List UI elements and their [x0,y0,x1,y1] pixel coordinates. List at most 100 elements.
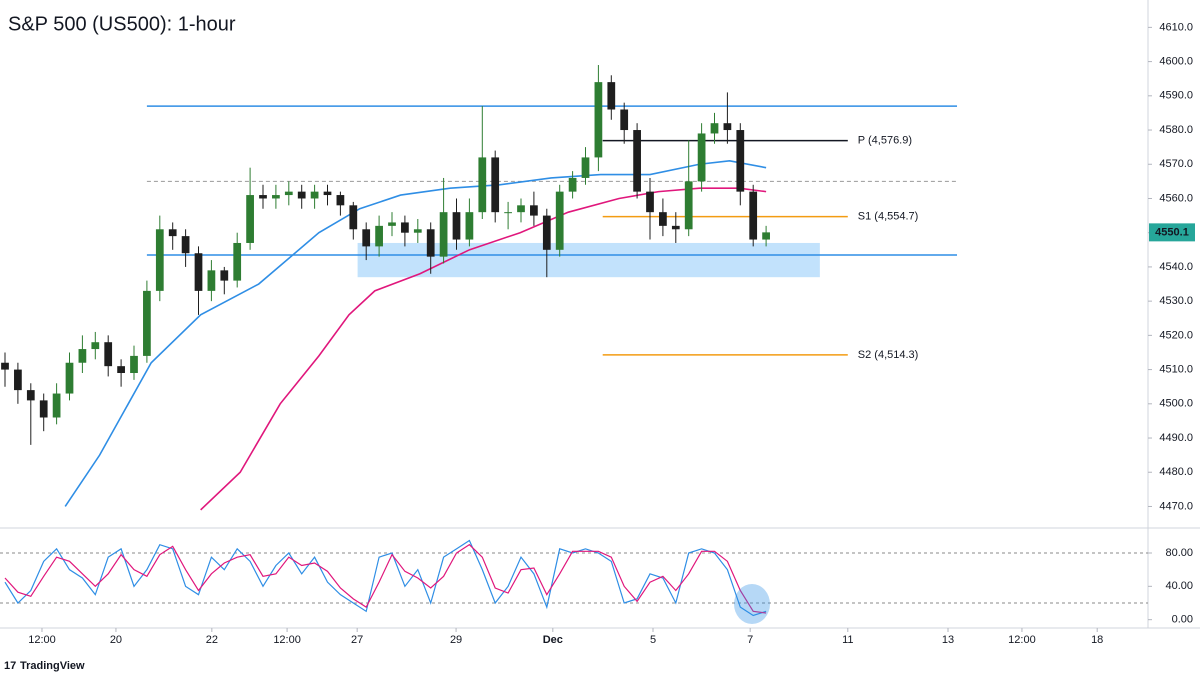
candle-body [723,123,732,131]
candle-body [413,229,422,233]
x-tick-label: 29 [450,634,462,646]
candle-body [78,349,87,363]
candle-body [646,191,654,213]
y-tick-label: 4540.0 [1159,261,1193,273]
x-tick-label: 12:00 [28,634,56,646]
candle-body [65,362,74,394]
candle-body [388,222,396,226]
candle-body [401,222,409,233]
candle-body [504,212,512,214]
candle-body [620,109,629,131]
candle-body [581,157,590,178]
candle-body [259,195,267,199]
candle-body [91,342,100,350]
y-tick-label: 4520.0 [1159,329,1193,341]
y-tick-label: 4580.0 [1159,124,1193,136]
candle-body [659,212,667,226]
candle-body [684,181,693,230]
candle-body [362,229,371,247]
x-tick-label: 12:00 [273,634,301,646]
candle-body [491,157,500,213]
candle-body [117,366,125,374]
candle-body [1,362,9,370]
y-tick-label: 4610.0 [1159,21,1193,33]
candle-body [762,232,770,240]
candle-body [555,191,564,250]
candle-body [26,390,35,401]
y-tick-label: 4480.0 [1159,466,1193,478]
candle-body [736,130,745,192]
level-label: S1 (4,554.7) [858,211,919,223]
highlight-circle [734,584,770,624]
candle-body [52,393,61,418]
candle-body [375,225,383,247]
candle-body [542,215,551,250]
chart-title: S&P 500 (US500): 1-hour [8,13,236,35]
level-label: P (4,576.9) [858,135,912,147]
candle-body [272,195,280,199]
y-tick-label: 4510.0 [1159,363,1193,375]
x-tick-label: 20 [110,634,122,646]
x-tick-label: 12:00 [1008,634,1036,646]
y-tick-label: 4470.0 [1159,500,1193,512]
candle-body [143,290,151,356]
y-tick-label: 0.00 [1172,614,1193,626]
price-pane: P (4,576.9) S1 (4,554.7) S2 (4,514.3) [1,65,958,511]
x-tick-label: 22 [206,634,218,646]
y-tick-label: 4600.0 [1159,56,1193,68]
footer-brand: TradingView [20,660,85,672]
candle-body [323,191,332,196]
candle-body [181,236,190,254]
candle-body [284,191,293,196]
candle-body [336,195,345,206]
moving-average [64,160,767,507]
oscillator-line [4,543,767,614]
x-tick-label: 7 [747,634,753,646]
candle-body [194,253,203,291]
candle-body [349,205,358,230]
x-tick-label: 5 [650,634,656,646]
candle-body [310,191,319,199]
y-tick-label: 4490.0 [1159,432,1193,444]
candle-body [39,400,48,418]
candle-body [710,123,719,134]
candle-body [207,270,216,291]
y-tick-label: 80.00 [1165,547,1193,559]
axes: 4470.0 4480.0 4490.0 4500.0 4510.0 4520.0 4530… [28,21,1195,646]
y-tick-label: 4590.0 [1159,90,1193,102]
x-tick-label: 18 [1091,634,1103,646]
support-zone [357,242,820,278]
y-tick-label: 4570.0 [1159,158,1193,170]
y-tick-label: 4500.0 [1159,398,1193,410]
candle-body [155,229,164,291]
candle-body [233,242,242,281]
candle-body [530,205,538,216]
candle-body [104,342,113,367]
x-tick-label: 13 [942,634,954,646]
candle-body [594,82,603,158]
candle-body [465,212,474,240]
candle-body [478,157,487,213]
candle-body [697,133,706,182]
candle-body [426,229,435,257]
candle-body [220,270,229,281]
oscillator-line [4,539,767,617]
candle-body [671,225,680,230]
candle-body [749,191,758,240]
level-label: S2 (4,514.3) [858,349,919,361]
x-tick-label: 11 [842,634,853,646]
candle-body [130,355,138,374]
candle-body [452,212,461,240]
candle-body [633,130,641,192]
y-tick-label: 4560.0 [1159,192,1193,204]
candle-body [439,212,448,257]
candle-body [297,191,306,199]
candle-body [14,369,22,391]
candle-body [246,195,254,243]
candle-body [607,82,616,110]
x-tick-label: 27 [351,634,363,646]
candle-body [517,205,525,213]
y-tick-label: 40.00 [1165,580,1193,592]
stochastic-pane [0,539,1148,617]
